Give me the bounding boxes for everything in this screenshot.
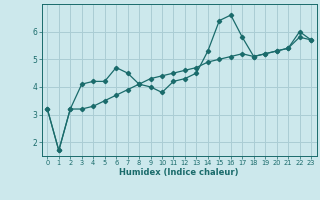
X-axis label: Humidex (Indice chaleur): Humidex (Indice chaleur): [119, 168, 239, 177]
